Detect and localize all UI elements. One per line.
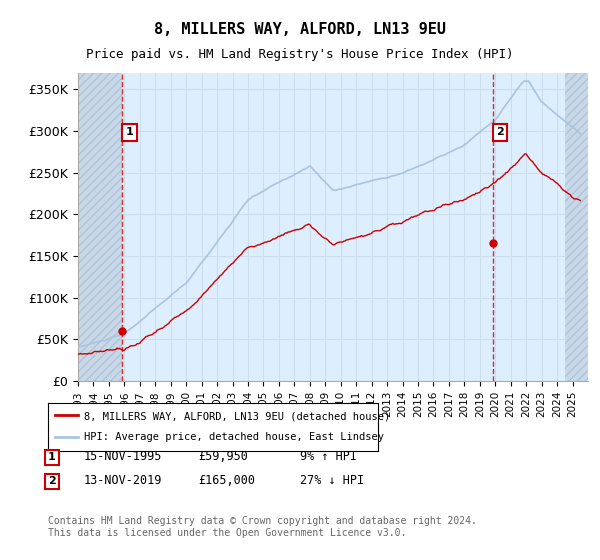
Text: Contains HM Land Registry data © Crown copyright and database right 2024.
This d: Contains HM Land Registry data © Crown c… bbox=[48, 516, 477, 538]
Bar bbox=[78, 73, 122, 381]
Text: 15-NOV-1995: 15-NOV-1995 bbox=[84, 450, 163, 463]
Text: 1: 1 bbox=[125, 127, 133, 137]
Text: 8, MILLERS WAY, ALFORD, LN13 9EU (detached house): 8, MILLERS WAY, ALFORD, LN13 9EU (detach… bbox=[84, 411, 391, 421]
Text: 27% ↓ HPI: 27% ↓ HPI bbox=[300, 474, 364, 487]
Text: 8, MILLERS WAY, ALFORD, LN13 9EU: 8, MILLERS WAY, ALFORD, LN13 9EU bbox=[154, 22, 446, 38]
Bar bbox=[565, 73, 588, 381]
Text: £165,000: £165,000 bbox=[198, 474, 255, 487]
Text: 2: 2 bbox=[48, 477, 56, 487]
Text: 13-NOV-2019: 13-NOV-2019 bbox=[84, 474, 163, 487]
Text: HPI: Average price, detached house, East Lindsey: HPI: Average price, detached house, East… bbox=[84, 432, 385, 442]
Text: 9% ↑ HPI: 9% ↑ HPI bbox=[300, 450, 357, 463]
Text: Price paid vs. HM Land Registry's House Price Index (HPI): Price paid vs. HM Land Registry's House … bbox=[86, 48, 514, 60]
Text: £59,950: £59,950 bbox=[198, 450, 248, 463]
Text: 1: 1 bbox=[48, 452, 56, 463]
Text: 2: 2 bbox=[496, 127, 504, 137]
